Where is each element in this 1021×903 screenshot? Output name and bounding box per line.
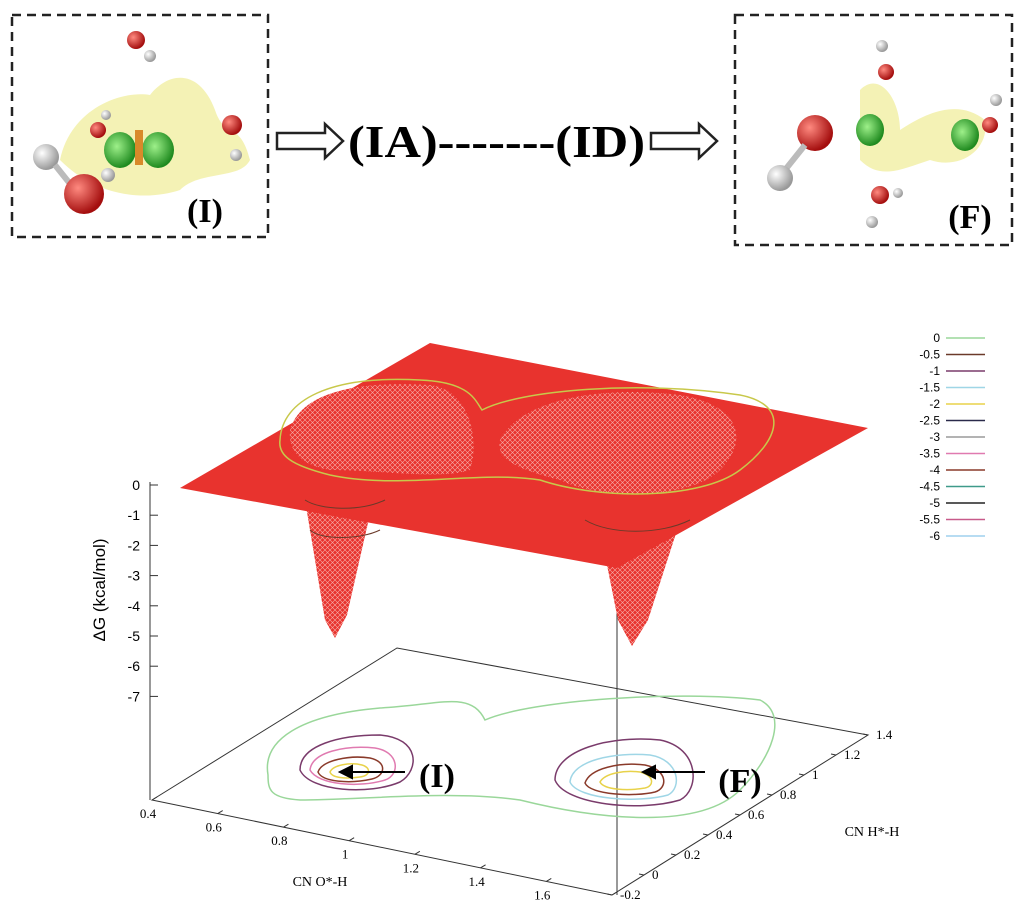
y-tick-label: 0.4 [716,827,733,842]
x-axis-label: CN O*-H [293,875,348,890]
legend-label: -5 [929,496,940,510]
panel-label: (F) [948,199,991,236]
x-tick-label: 0.4 [140,806,157,821]
legend-label: -5.5 [919,513,940,527]
x-tick [481,865,486,868]
floor-label: (F) [718,763,761,800]
z-tick-label: -5 [128,628,141,644]
legend-label: -1.5 [919,381,940,395]
floor-label: (I) [419,758,455,795]
z-tick-label: -1 [128,507,141,523]
x-tick [546,878,551,881]
figure: (I) (IA)-------(ID) (F) [0,0,1021,903]
x-tick [283,824,288,827]
x-tick-label: 1.6 [534,887,551,902]
panel-final: (F) [735,15,1012,245]
y-tick [863,734,868,735]
y-tick-label: 0.6 [748,807,765,822]
legend-label: -6 [929,529,940,543]
x-tick-label: 0.8 [271,833,287,848]
legend-label: -4.5 [919,480,940,494]
y-tick [703,834,708,835]
legend: 0 -0.5 -1 -1.5 -2 -2.5 -3 -3.5 -4 -4.5 -5 -5.5 -6 [919,331,985,543]
y-tick [831,754,836,755]
y-tick [767,794,772,795]
y-tick [607,894,612,895]
z-tick-label: -2 [128,537,141,553]
x-tick-label: 1 [342,847,349,862]
y-tick [639,874,644,875]
panel-initial: (I) [12,15,268,237]
legend-label: -3.5 [919,447,940,461]
free-energy-surface [180,343,868,646]
x-tick [612,892,617,895]
x-tick [415,851,420,854]
x-tick [218,811,223,814]
legend-label: -1 [929,364,940,378]
y-tick-label: 1.2 [844,747,860,762]
x-tick-label: 1.2 [403,860,419,875]
panel-label: (I) [187,193,223,230]
y-tick-label: 1.4 [876,727,893,742]
y-tick [671,854,676,855]
pathway-label: (IA)-------(ID) [348,116,645,167]
y-tick [799,774,804,775]
y-tick-label: 1 [812,767,819,782]
z-axis-label: ΔG (kcal/mol) [90,539,109,642]
y-tick-label: 0 [652,867,659,882]
x-tick-label: 0.6 [206,820,223,835]
y-tick [735,814,740,815]
x-tick-label: 1.4 [468,874,485,889]
z-tick-label: 0 [132,477,140,493]
x-tick [349,838,354,841]
legend-label: 0 [933,331,940,345]
y-tick-label: 0.8 [780,787,796,802]
legend-label: -0.5 [919,348,940,362]
z-tick-label: -4 [128,598,141,614]
z-tick-label: -6 [128,658,141,674]
legend-label: -2.5 [919,414,940,428]
legend-label: -3 [929,430,940,444]
floor-contours [267,696,774,817]
y-tick-label: 0.2 [684,847,700,862]
z-tick-label: -7 [128,688,141,704]
y-tick-label: -0.2 [620,887,641,902]
y-axis-label: CN H*-H [845,825,900,840]
legend-label: -2 [929,397,940,411]
x-tick [152,797,157,800]
z-tick-label: -3 [128,568,141,584]
legend-label: -4 [929,463,940,477]
